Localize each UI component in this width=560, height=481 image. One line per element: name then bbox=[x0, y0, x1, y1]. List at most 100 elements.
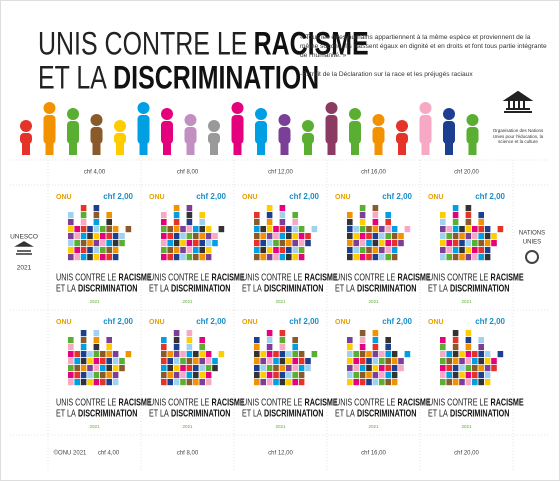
hand-tile bbox=[379, 233, 385, 240]
title: UNIS CONTRE LE RACISME ET LA DISCRIMINAT… bbox=[38, 27, 369, 97]
hand-tile bbox=[74, 358, 80, 365]
hand-tile bbox=[372, 358, 379, 365]
hand-tile bbox=[459, 365, 465, 372]
hand-tile bbox=[68, 233, 74, 240]
hand-tile bbox=[347, 337, 353, 344]
hand-tile bbox=[68, 344, 74, 351]
hand-tile bbox=[266, 358, 273, 365]
hand-tile bbox=[292, 358, 298, 365]
stamp: ONU chf 2,00 UNIS CONTRE LE RACISME ET LA DIS… bbox=[56, 317, 152, 429]
hand-tile bbox=[173, 212, 180, 219]
hand-tile bbox=[87, 351, 93, 358]
hand-tile bbox=[186, 205, 193, 212]
hand-tile bbox=[472, 379, 478, 386]
hand-tile bbox=[398, 358, 404, 365]
hand-tile bbox=[359, 233, 366, 240]
hand-tile bbox=[74, 254, 80, 261]
hand-tile bbox=[452, 330, 459, 337]
stamp-title-light: UNIS CONTRE LE bbox=[428, 396, 489, 407]
stamp-title-light: ET LA bbox=[242, 407, 262, 418]
hand-tile bbox=[379, 247, 385, 254]
hand-tile bbox=[161, 212, 167, 219]
hand-tile bbox=[93, 226, 100, 233]
hand-tile bbox=[80, 330, 87, 337]
hand-tile bbox=[385, 212, 391, 219]
hand-tile bbox=[372, 205, 379, 212]
hand-tile bbox=[173, 240, 180, 247]
hand-tile bbox=[298, 372, 305, 379]
hand-tile bbox=[266, 247, 273, 254]
hand-tile bbox=[100, 247, 106, 254]
hand-tile bbox=[173, 379, 180, 386]
stamp-title-light: UNIS CONTRE LE bbox=[56, 271, 117, 282]
hand-tile bbox=[100, 358, 106, 365]
figure-head bbox=[184, 114, 197, 126]
hand-tile bbox=[446, 365, 452, 372]
figure-body bbox=[208, 133, 220, 144]
hand-tile bbox=[484, 365, 491, 372]
figure-legs bbox=[210, 143, 218, 155]
hand-tile bbox=[459, 233, 465, 240]
hand-tile bbox=[452, 344, 459, 351]
hand-tile bbox=[279, 372, 286, 379]
figure-body bbox=[372, 127, 385, 144]
hand-tile bbox=[100, 351, 106, 358]
hand-tile bbox=[106, 372, 112, 379]
hand-tile bbox=[279, 212, 286, 219]
figure-head bbox=[349, 108, 361, 120]
figure-legs bbox=[304, 143, 312, 155]
hand-tile bbox=[347, 351, 353, 358]
hand-tile bbox=[353, 240, 359, 247]
hand-tile bbox=[385, 337, 391, 344]
hand-tile bbox=[372, 212, 379, 219]
hand-tile bbox=[68, 226, 74, 233]
hand-tile bbox=[112, 247, 119, 254]
hand-tile bbox=[87, 240, 93, 247]
stamp-value: chf 2,00 bbox=[475, 192, 505, 201]
hand-tile bbox=[379, 379, 385, 386]
hand-tile bbox=[484, 379, 491, 386]
hand-tile bbox=[286, 254, 292, 261]
hand-tile bbox=[167, 351, 173, 358]
hand-tile bbox=[173, 247, 180, 254]
people-figures bbox=[20, 102, 479, 155]
hand-tile bbox=[186, 212, 193, 219]
hand-tile bbox=[186, 330, 193, 337]
hand-tile bbox=[273, 233, 279, 240]
hand-tile bbox=[452, 379, 459, 386]
margin-value: chf 8,00 bbox=[177, 170, 199, 176]
hand-tile bbox=[119, 240, 125, 247]
hand-tile bbox=[279, 344, 286, 351]
hand-tile bbox=[359, 365, 366, 372]
hand-tile bbox=[472, 351, 478, 358]
hand-tile bbox=[273, 240, 279, 247]
hand-tile bbox=[186, 219, 193, 226]
hand-tile bbox=[497, 351, 504, 358]
hand-tile bbox=[452, 337, 459, 344]
hand-tile bbox=[398, 240, 404, 247]
hand-tile bbox=[491, 365, 497, 372]
hand-tile bbox=[87, 254, 93, 261]
hand-tile bbox=[74, 233, 80, 240]
hand-tile bbox=[266, 226, 273, 233]
hand-tile bbox=[286, 379, 292, 386]
hand-tile bbox=[484, 372, 491, 379]
hand-tile bbox=[347, 240, 353, 247]
hand-tile bbox=[452, 205, 459, 212]
hand-tile bbox=[440, 233, 446, 240]
hand-tile bbox=[440, 344, 446, 351]
hand-tile bbox=[353, 379, 359, 386]
hand-tile bbox=[218, 351, 225, 358]
hand-tile bbox=[125, 226, 132, 233]
hand-tile bbox=[452, 240, 459, 247]
hand-tile bbox=[484, 247, 491, 254]
hand-tile bbox=[391, 247, 398, 254]
hand-tile bbox=[106, 226, 112, 233]
hand-tile bbox=[199, 365, 205, 372]
hand-tile bbox=[465, 233, 472, 240]
hand-tile bbox=[68, 247, 74, 254]
hand-tile bbox=[446, 254, 452, 261]
hand-tile bbox=[161, 358, 167, 365]
hand-tile bbox=[273, 358, 279, 365]
hand-tile bbox=[385, 372, 391, 379]
